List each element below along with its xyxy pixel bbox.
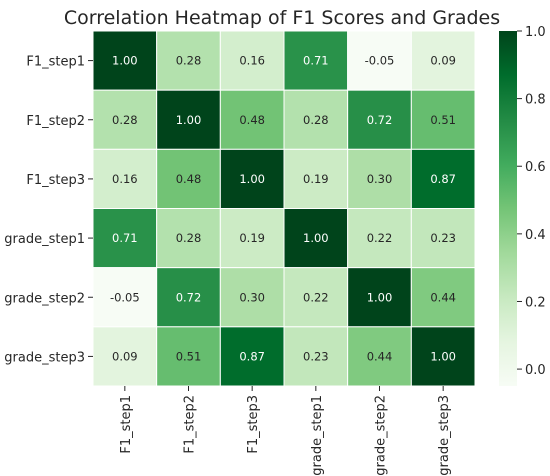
cell-value-label: 0.19: [303, 172, 329, 186]
heatmap-cell: [219, 267, 285, 328]
cell-value-label: 0.51: [430, 113, 456, 127]
heatmap-cell: [156, 30, 221, 91]
cell-value-label: 0.09: [430, 54, 456, 68]
heatmap-cell: [410, 30, 476, 91]
cell-value-label: 0.19: [239, 231, 265, 245]
cell-value-label: 0.30: [239, 290, 265, 304]
heatmap-cell: [283, 148, 349, 209]
cell-value-label: 0.16: [112, 172, 138, 186]
cell-value-label: 0.87: [239, 349, 265, 363]
cell-value-label: 0.48: [176, 172, 202, 186]
y-axis-labels: F1_step1 F1_step2 F1_step3 grade_step1grade…: [4, 55, 93, 365]
cell-value-label: 1.00: [430, 349, 456, 363]
colorbar-tick-label: 0.8: [525, 93, 546, 108]
heatmap-cell: [347, 267, 412, 328]
heatmap-cell: [283, 267, 349, 328]
heatmap-cell: [219, 208, 285, 269]
cell-value-label: 0.72: [367, 113, 393, 127]
x-tick-label: grade_step1: [310, 395, 325, 476]
x-tick-label: grade_step2: [374, 395, 389, 476]
cell-value-label: 0.51: [176, 349, 202, 363]
heatmap-cell: [410, 267, 476, 328]
cell-value-label: 0.22: [303, 290, 329, 304]
y-tick-label: F1_step3: [26, 173, 85, 188]
y-tick-label: grade_step2: [4, 291, 85, 306]
x-axis-labels: F1_step1 F1_step2 F1_step3 grade_step1 grade…: [119, 386, 452, 476]
heatmap-cell: [283, 89, 349, 150]
cell-value-label: -0.05: [110, 290, 140, 304]
cell-value-label: 1.00: [303, 231, 329, 245]
y-tick-label: grade_step3: [4, 350, 85, 365]
cell-value-label: 0.72: [176, 290, 202, 304]
cell-value-label: 1.00: [367, 290, 393, 304]
cell-value-label: 0.28: [176, 54, 202, 68]
cell-value-label: -0.05: [365, 54, 395, 68]
heatmap-cell: [347, 148, 412, 209]
colorbar-tick-label: 0.0: [525, 363, 546, 378]
x-tick-label: F1_step3: [246, 395, 261, 454]
cell-value-label: 0.23: [430, 231, 456, 245]
cell-value-label: 1.00: [112, 54, 138, 68]
cell-value-label: 0.16: [239, 54, 265, 68]
heatmap-cell: [92, 267, 158, 328]
colorbar: 0.0 0.2 0.4 0.6 0.8 1.0: [499, 25, 546, 386]
cell-value-label: 1.00: [176, 113, 202, 127]
heatmap-cell: [156, 208, 221, 269]
cell-value-label: 0.30: [367, 172, 393, 186]
y-tick-label: F1_step1: [26, 55, 85, 70]
cell-value-label: 0.28: [176, 231, 202, 245]
cell-value-label: 1.00: [239, 172, 265, 186]
cell-value-label: 0.48: [239, 113, 265, 127]
cell-value-label: 0.28: [303, 113, 329, 127]
cell-value-label: 0.22: [367, 231, 393, 245]
cell-value-label: 0.09: [112, 349, 138, 363]
colorbar-tick-label: 0.4: [525, 228, 546, 243]
cell-value-label: 0.71: [112, 231, 138, 245]
heatmap-cell: [410, 208, 476, 269]
x-tick-label: F1_step2: [183, 395, 198, 454]
colorbar-gradient: [499, 31, 517, 386]
x-tick-label: grade_step3: [437, 395, 452, 476]
heatmap-cell: [283, 208, 349, 269]
heatmap-cell: [156, 89, 221, 150]
heatmap-cell: [347, 208, 412, 269]
cell-value-label: 0.44: [430, 290, 456, 304]
heatmap-cell: [156, 148, 221, 209]
cell-value-label: 0.71: [303, 54, 329, 68]
x-tick-label: F1_step1: [119, 395, 134, 454]
heatmap-cell: [92, 30, 158, 91]
colorbar-tick-label: 0.6: [525, 160, 546, 175]
heatmap-cells: 1.00 0.28 0.16 0.71 -0.05 0.09 0.28 1.00 0.48 0.2…: [92, 30, 476, 387]
heatmap-cell: [92, 208, 158, 269]
cell-value-label: 0.87: [430, 172, 456, 186]
cell-value-label: 0.44: [367, 349, 393, 363]
cell-value-label: 0.23: [303, 349, 329, 363]
heatmap-cell: [92, 326, 158, 387]
cell-value-label: 0.28: [112, 113, 138, 127]
y-tick-label: grade_step1: [4, 232, 85, 247]
colorbar-tick-label: 0.2: [525, 295, 546, 310]
colorbar-tick-label: 1.0: [525, 25, 546, 40]
heatmap-cell: [410, 326, 476, 387]
heatmap-cell: [410, 148, 476, 209]
chart-title: Correlation Heatmap of F1 Scores and Gra…: [64, 7, 500, 29]
y-tick-label: F1_step2: [26, 114, 85, 129]
heatmap-cell: [219, 30, 285, 91]
heatmap-cell: [410, 89, 476, 150]
